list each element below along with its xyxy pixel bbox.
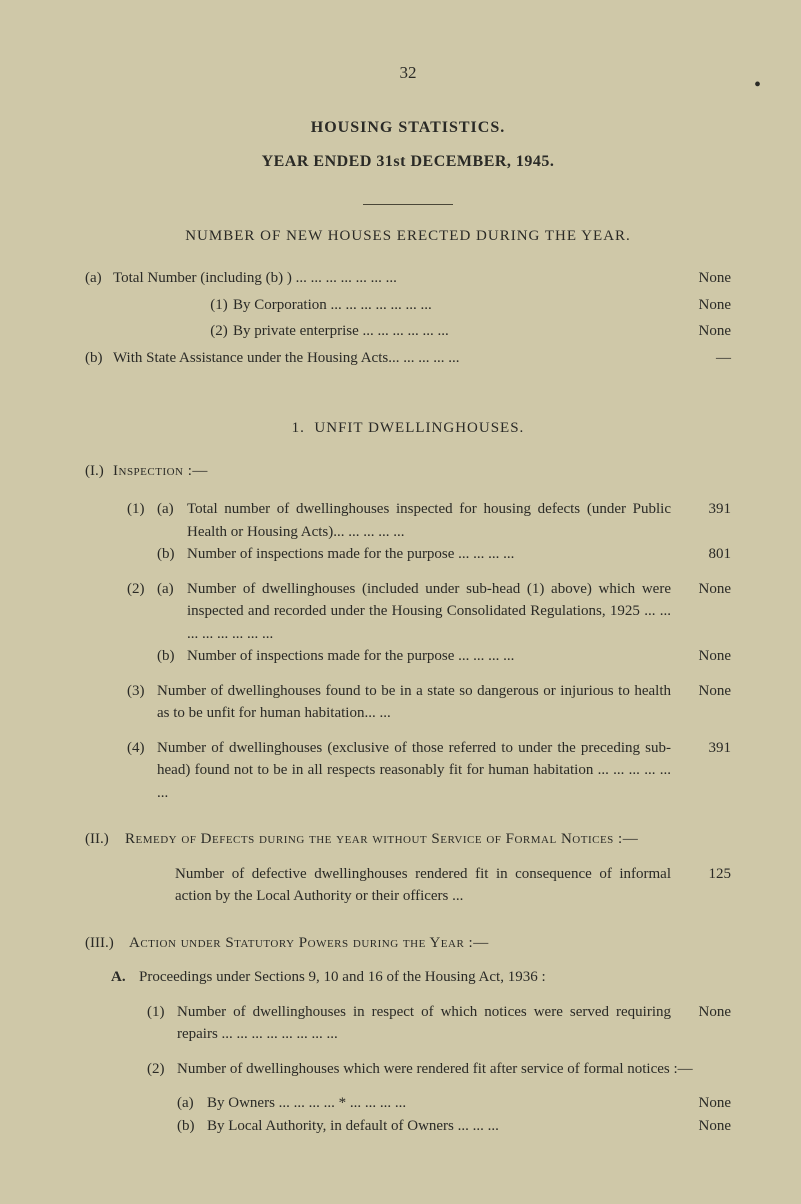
text-I4: Number of dwellinghouses (exclusive of t… [157,737,671,805]
text-III-A2: Number of dwellinghouses which were rend… [177,1061,693,1077]
text-I3: Number of dwellinghouses found to be in … [157,680,671,725]
marker-a: (a) [85,267,113,290]
marker-I4: (4) [127,737,157,760]
text-I1b: Number of inspections made for the purpo… [187,543,671,566]
row-II-body: Number of defective dwellinghouses rende… [175,863,731,908]
value-a: None [671,267,731,290]
value-III-A2b: None [671,1115,731,1138]
marker-III: (III.) [85,932,129,955]
marker-I1a: (a) [157,498,187,521]
page-number: 32 [85,60,731,86]
marker-II: (II.) [85,828,125,851]
title-main: HOUSING STATISTICS. [85,116,731,140]
marker-I2: (2) [127,578,157,601]
text-a2: By private enterprise ... ... ... ... ..… [233,320,671,343]
value-I2b: None [671,645,731,668]
value-b: — [671,347,731,370]
title-III: Action under Statutory Powers during the… [129,935,489,951]
marker-b: (b) [85,347,113,370]
title-I: Inspection :— [113,460,671,483]
marker-I3: (3) [127,680,157,703]
text-I2a: Number of dwellinghouses (included under… [187,578,671,646]
section1-title: UNFIT DWELLINGHOUSES. [314,420,524,436]
marker-III-A2a: (a) [177,1092,207,1115]
value-I3: None [671,680,731,703]
row-I4: (4) Number of dwellinghouses (exclusive … [127,737,731,805]
marker-I2b: (b) [157,645,187,668]
marker-III-A2: (2) [147,1058,177,1081]
row-I2a: (2) (a) Number of dwellinghouses (includ… [127,578,731,646]
section1-heading: 1. UNFIT DWELLINGHOUSES. [85,417,731,440]
page: 32 • HOUSING STATISTICS. YEAR ENDED 31st… [0,0,801,1204]
marker-III-A1: (1) [147,1001,177,1024]
row-a1: (1) By Corporation ... ... ... ... ... .… [85,294,731,317]
text-b: With State Assistance under the Housing … [113,347,671,370]
value-I1a: 391 [671,498,731,521]
row-III-A2: (2) Number of dwellinghouses which were … [147,1058,731,1081]
title-sub: YEAR ENDED 31st DECEMBER, 1945. [85,150,731,174]
row-III-A1: (1) Number of dwellinghouses in respect … [147,1001,731,1046]
value-III-A2a: None [671,1092,731,1115]
row-b: (b) With State Assistance under the Hous… [85,347,731,370]
text-III-A: Proceedings under Sections 9, 10 and 16 … [139,969,546,985]
row-II: (II.) Remedy of Defects during the year … [85,828,731,851]
row-III-A2a: (a) By Owners ... ... ... ... * ... ... … [177,1092,731,1115]
value-a1: None [671,294,731,317]
value-III-A1: None [671,1001,731,1024]
text-II: Number of defective dwellinghouses rende… [175,863,671,908]
marker-III-A: A. [111,966,139,989]
row-III-A2b: (b) By Local Authority, in default of Ow… [177,1115,731,1138]
row-I3: (3) Number of dwellinghouses found to be… [127,680,731,725]
marker-I: (I.) [85,460,113,483]
row-I2b: (b) Number of inspections made for the p… [157,645,731,668]
value-II: 125 [671,863,731,886]
text-I2b: Number of inspections made for the purpo… [187,645,671,668]
row-I: (I.) Inspection :— [85,460,731,483]
row-I1b: (b) Number of inspections made for the p… [157,543,731,566]
value-I1b: 801 [671,543,731,566]
row-a2: (2) By private enterprise ... ... ... ..… [85,320,731,343]
row-I1a: (1) (a) Total number of dwellinghouses i… [127,498,731,543]
row-III-A: A. Proceedings under Sections 9, 10 and … [111,966,731,989]
marker-III-A2b: (b) [177,1115,207,1138]
text-III-A2b: By Local Authority, in default of Owners… [207,1115,671,1138]
row-III: (III.) Action under Statutory Powers dur… [85,932,731,955]
value-I2a: None [671,578,731,601]
text-a1: By Corporation ... ... ... ... ... ... .… [233,294,671,317]
text-III-A1: Number of dwellinghouses in respect of w… [177,1001,671,1046]
text-I1a: Total number of dwellinghouses inspected… [187,498,671,543]
value-a2: None [671,320,731,343]
marker-I2a: (a) [157,578,187,601]
marker-I1: (1) [127,498,157,521]
section-heading-top: NUMBER OF NEW HOUSES ERECTED DURING THE … [85,225,731,248]
divider [363,204,453,205]
value-I4: 391 [671,737,731,760]
text-III-A2a: By Owners ... ... ... ... * ... ... ... … [207,1092,671,1115]
section1-num: 1. [292,420,305,436]
marker-I1b: (b) [157,543,187,566]
title-II: Remedy of Defects during the year withou… [125,831,638,847]
corner-dot: • [754,70,761,100]
row-a: (a) Total Number (including (b) ) ... ..… [85,267,731,290]
marker-a2: (2) [205,320,233,343]
text-a: Total Number (including (b) ) ... ... ..… [113,267,671,290]
marker-a1: (1) [205,294,233,317]
